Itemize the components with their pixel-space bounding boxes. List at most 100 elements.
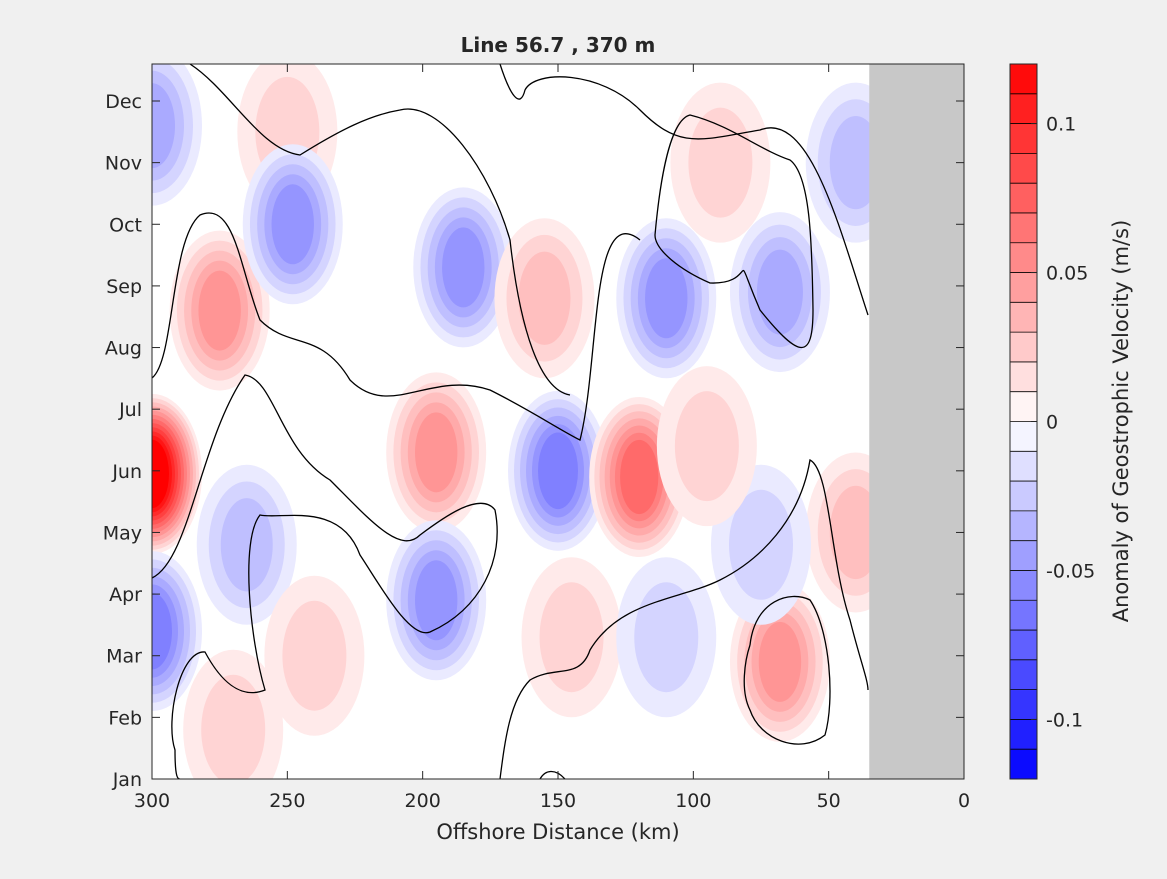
y-tick-label: Jan bbox=[112, 769, 142, 791]
colorbar-segment bbox=[1010, 421, 1037, 452]
negative-anomaly bbox=[196, 464, 297, 625]
colorbar-segment bbox=[1010, 570, 1037, 601]
colorbar-segment bbox=[1010, 93, 1037, 125]
y-tick-label: Mar bbox=[106, 646, 142, 668]
zero-contour-line bbox=[743, 595, 831, 745]
positive-anomaly bbox=[152, 393, 202, 554]
anomaly-band bbox=[829, 115, 882, 210]
negative-anomaly bbox=[152, 551, 202, 712]
positive-anomaly bbox=[386, 372, 487, 533]
anomaly-band bbox=[152, 439, 169, 509]
colorbar-segment bbox=[1010, 630, 1037, 661]
positive-anomaly bbox=[169, 230, 270, 391]
x-tick-label: 0 bbox=[958, 790, 970, 812]
colorbar-segment bbox=[1010, 332, 1037, 363]
negative-anomaly bbox=[242, 144, 343, 305]
zero-contour-line bbox=[499, 459, 869, 779]
x-tick-label: 100 bbox=[675, 790, 711, 812]
y-tick-label: Jul bbox=[118, 399, 142, 421]
x-axis: 300 250 200 150 100 50 0 bbox=[134, 64, 970, 812]
negative-anomaly bbox=[386, 520, 487, 681]
x-tick-label: 250 bbox=[269, 790, 305, 812]
negative-anomaly bbox=[152, 64, 202, 206]
anomaly-band bbox=[756, 249, 803, 335]
colorbar-tick-label: 0.1 bbox=[1046, 114, 1076, 136]
anomaly-band bbox=[415, 560, 458, 641]
y-tick-label: May bbox=[103, 522, 142, 544]
zero-contour-line bbox=[189, 64, 571, 396]
colorbar-segment bbox=[1010, 242, 1037, 274]
colorbar-tick-label: -0.1 bbox=[1046, 709, 1083, 731]
colorbar-segment bbox=[1010, 272, 1037, 303]
colorbar-segment bbox=[1010, 361, 1037, 393]
colorbar: 0.1 0.05 0 -0.05 -0.1 bbox=[1009, 63, 1095, 780]
colorbar-segment bbox=[1010, 153, 1037, 184]
colorbar-segment bbox=[1010, 540, 1037, 571]
positive-anomaly bbox=[656, 366, 757, 527]
y-tick-label: Apr bbox=[109, 584, 142, 606]
x-axis-label: Offshore Distance (km) bbox=[436, 820, 679, 844]
colorbar-tick-label: -0.05 bbox=[1046, 560, 1095, 582]
anomaly-band bbox=[539, 582, 604, 693]
colorbar-segment bbox=[1010, 600, 1037, 631]
anomaly-band bbox=[518, 251, 571, 345]
y-tick-label: Jun bbox=[111, 461, 142, 483]
anomaly-band bbox=[415, 412, 458, 493]
colorbar-segment bbox=[1010, 749, 1037, 780]
colorbar-segment bbox=[1010, 451, 1037, 482]
colorbar-segment bbox=[1010, 719, 1037, 750]
colorbar-segment bbox=[1010, 659, 1037, 691]
colorbar-tick-label: 0 bbox=[1046, 412, 1058, 434]
anomaly-band bbox=[152, 592, 172, 670]
anomaly-band bbox=[282, 600, 347, 711]
y-tick-label: Aug bbox=[105, 338, 142, 360]
colorbar-segment bbox=[1010, 689, 1037, 720]
colorbar-tick-label: 0.05 bbox=[1046, 263, 1088, 285]
positive-anomaly bbox=[521, 557, 622, 718]
x-tick-label: 150 bbox=[540, 790, 576, 812]
anomaly-band bbox=[271, 184, 314, 265]
positive-anomaly bbox=[729, 581, 830, 742]
anomaly-band bbox=[620, 439, 659, 515]
positive-anomaly bbox=[264, 575, 365, 736]
negative-anomaly bbox=[616, 218, 717, 379]
x-tick-label: 50 bbox=[817, 790, 841, 812]
zero-contour-line bbox=[152, 374, 498, 779]
anomaly-band bbox=[634, 582, 699, 693]
anomaly-band bbox=[538, 432, 578, 510]
x-tick-label: 300 bbox=[134, 790, 170, 812]
anomaly-band bbox=[829, 485, 882, 580]
colorbar-segment bbox=[1010, 510, 1037, 542]
anomaly-band bbox=[758, 621, 802, 702]
y-axis: Jan Feb Mar Apr May Jun Jul Aug Sep Oct Nov Dec bbox=[103, 91, 964, 791]
anomaly-band bbox=[201, 674, 266, 779]
anomaly-band bbox=[198, 270, 241, 351]
colorbar-segment bbox=[1010, 391, 1037, 422]
chart-title: Line 56.7 , 370 m bbox=[461, 33, 656, 57]
colorbar-segment bbox=[1010, 64, 1037, 95]
negative-anomaly bbox=[413, 187, 514, 348]
anomaly-band bbox=[442, 227, 485, 308]
zero-contour-line bbox=[539, 770, 566, 779]
anomaly-field bbox=[152, 64, 906, 779]
positive-anomaly bbox=[183, 649, 284, 779]
anomaly-band bbox=[645, 258, 688, 339]
y-tick-label: Nov bbox=[105, 153, 142, 175]
negative-anomaly bbox=[729, 212, 830, 373]
y-tick-label: Feb bbox=[108, 707, 142, 729]
positive-anomaly bbox=[670, 82, 771, 243]
colorbar-segment bbox=[1010, 123, 1037, 154]
x-tick-label: 200 bbox=[405, 790, 441, 812]
anomaly-band bbox=[729, 489, 793, 600]
anomaly-band bbox=[674, 391, 739, 502]
anomaly-band bbox=[220, 498, 273, 592]
anomaly-band bbox=[688, 107, 753, 218]
y-tick-label: Sep bbox=[106, 276, 142, 298]
zero-contours bbox=[152, 64, 869, 779]
y-tick-label: Dec bbox=[105, 91, 142, 113]
zero-contour-line bbox=[499, 64, 869, 316]
colorbar-segment bbox=[1010, 212, 1037, 244]
y-tick-label: Oct bbox=[109, 214, 142, 236]
